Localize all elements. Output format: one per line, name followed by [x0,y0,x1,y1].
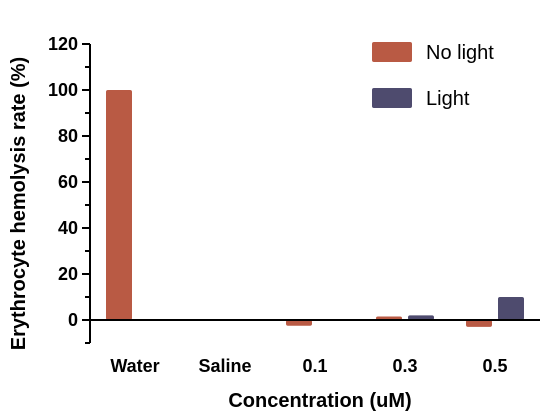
x-tick-label: 0.3 [392,356,417,376]
bar-light-0-5 [498,297,524,320]
y-tick-label: 80 [58,126,78,146]
bar-light-0-3 [408,315,434,320]
x-tick-label: Water [110,356,159,376]
legend-swatch-light [372,88,412,108]
x-tick-label: 0.5 [482,356,507,376]
bars-layer [106,90,524,327]
y-tick-label: 40 [58,218,78,238]
y-tick-label: 120 [48,34,78,54]
legend-label-no-light: No light [426,42,494,64]
y-axis-title: Erythrocyte hemolysis rate (%) [8,57,30,350]
y-ticks: 0 20 40 60 80 100 120 [48,34,90,344]
x-tick-labels: Water Saline 0.1 0.3 0.5 [110,356,507,376]
bar-no-light-water [106,90,132,320]
y-tick-label: 0 [68,310,78,330]
x-tick-label: 0.1 [302,356,327,376]
bar-no-light-0-5 [466,320,492,327]
y-tick-label: 20 [58,264,78,284]
bar-no-light-0-1 [286,320,312,326]
legend-label-light: Light [426,88,470,110]
y-tick-label: 100 [48,80,78,100]
x-axis-title: Concentration (uM) [228,390,411,412]
y-tick-label: 60 [58,172,78,192]
x-tick-label: Saline [198,356,251,376]
legend: No light Light [372,42,494,110]
legend-swatch-no-light [372,42,412,62]
